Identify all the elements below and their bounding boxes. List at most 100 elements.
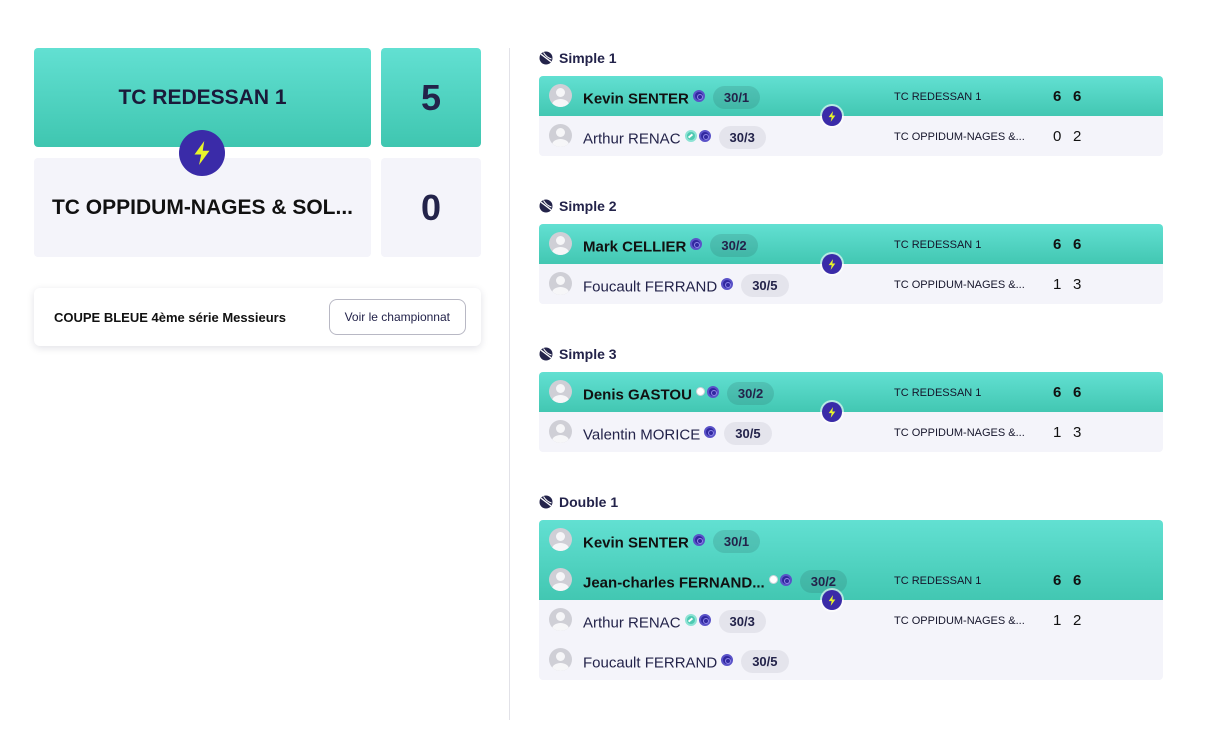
club-name: TC OPPIDUM-NAGES &... xyxy=(894,131,1025,143)
lightning-bolt-icon xyxy=(179,130,225,176)
player-name[interactable]: Arthur RENAC 30/3 xyxy=(583,126,766,151)
set-score: 6 xyxy=(1073,384,1082,401)
set-score: 6 xyxy=(1053,384,1062,401)
lightning-bolt-icon xyxy=(822,402,842,422)
club-name: TC REDESSAN 1 xyxy=(894,91,982,103)
column-divider xyxy=(509,48,510,720)
player-row[interactable]: Foucault FERRAND 30/5 xyxy=(539,640,1163,680)
user-avatar-icon xyxy=(549,420,572,443)
match-title: Double 1 xyxy=(539,492,1163,512)
player-rank-pill: 30/3 xyxy=(718,610,766,633)
player-name[interactable]: Foucault FERRAND 30/5 xyxy=(583,274,789,299)
ranking-badge-icon xyxy=(690,237,703,250)
match-title-text: Double 1 xyxy=(559,494,619,510)
match-title: Simple 1 xyxy=(539,48,1163,68)
player-row[interactable]: Kevin SENTER 30/1 xyxy=(539,520,1163,560)
player-name-text: Foucault FERRAND xyxy=(583,654,718,672)
player-rank-pill: 30/2 xyxy=(726,382,775,405)
set-score: 3 xyxy=(1073,424,1082,441)
tennis-ball-icon xyxy=(539,51,553,65)
player-name-text: Foucault FERRAND xyxy=(583,278,718,296)
player-badges xyxy=(692,533,707,546)
player-row[interactable]: Foucault FERRAND 30/5 TC OPPIDUM-NAGES &..… xyxy=(539,264,1163,304)
match-title-text: Simple 2 xyxy=(559,198,617,214)
player-badges xyxy=(721,277,735,290)
user-avatar-icon xyxy=(549,648,572,671)
player-row[interactable]: Jean-charles FERNAND... 30/2 TC REDESSAN 1… xyxy=(539,560,1163,600)
player-row[interactable]: Valentin MORICE 30/5 TC OPPIDUM-NAGES &...… xyxy=(539,412,1163,452)
player-name-text: Jean-charles FERNAND... xyxy=(583,574,765,592)
tennis-ball-icon xyxy=(539,495,553,509)
player-name-text: Arthur RENAC xyxy=(583,614,681,632)
tennis-ball-icon xyxy=(539,347,553,361)
ranking-badge-icon xyxy=(721,653,734,666)
player-badges xyxy=(721,653,735,666)
club-name: TC OPPIDUM-NAGES &... xyxy=(894,615,1025,627)
view-championship-button[interactable]: Voir le championnat xyxy=(328,299,466,335)
check-badge-icon xyxy=(684,129,697,142)
set-score: 2 xyxy=(1073,128,1082,145)
player-name[interactable]: Kevin SENTER 30/1 xyxy=(583,530,761,555)
user-avatar-icon xyxy=(549,84,572,107)
set-score: 0 xyxy=(1053,128,1062,145)
club-name: TC REDESSAN 1 xyxy=(894,575,982,587)
ranking-badge-icon xyxy=(721,277,734,290)
ranking-badge-icon xyxy=(692,533,705,546)
user-avatar-icon xyxy=(549,272,572,295)
club-name: TC OPPIDUM-NAGES &... xyxy=(894,279,1025,291)
player-rank-pill: 30/3 xyxy=(718,126,766,149)
player-row[interactable]: Arthur RENAC 30/3 TC OPPIDUM-NAGES &... 1 2 xyxy=(539,600,1163,640)
home-team-score: 5 xyxy=(381,48,481,147)
player-name[interactable]: Arthur RENAC 30/3 xyxy=(583,610,766,635)
player-name[interactable]: Valentin MORICE 30/5 xyxy=(583,422,772,447)
check-badge-icon xyxy=(684,613,697,626)
match-card: Double 1 Kevin SENTER 30/1 Jean-charles FER… xyxy=(539,492,1163,680)
player-name[interactable]: Mark CELLIER 30/2 xyxy=(583,234,758,259)
player-name[interactable]: Denis GASTOU 30/2 xyxy=(583,382,775,407)
player-badges xyxy=(684,129,713,142)
ranking-badge-icon xyxy=(698,129,711,142)
tennis-ball-icon xyxy=(539,199,553,213)
player-name-text: Mark CELLIER xyxy=(583,238,687,256)
user-avatar-icon xyxy=(549,608,572,631)
loser-side: Foucault FERRAND 30/5 TC OPPIDUM-NAGES &..… xyxy=(539,264,1163,304)
ranking-badge-icon xyxy=(779,573,792,586)
player-badges xyxy=(692,89,707,102)
player-name-text: Arthur RENAC xyxy=(583,130,681,148)
player-badges xyxy=(768,573,794,586)
set-score: 6 xyxy=(1053,236,1062,253)
loser-side: Arthur RENAC 30/3 TC OPPIDUM-NAGES &... 0 2 xyxy=(539,116,1163,156)
tennis-ball-badge-icon xyxy=(695,387,705,396)
lightning-bolt-icon xyxy=(822,106,842,126)
loser-side: Valentin MORICE 30/5 TC OPPIDUM-NAGES &...… xyxy=(539,412,1163,452)
match-title: Simple 3 xyxy=(539,344,1163,364)
player-name[interactable]: Kevin SENTER 30/1 xyxy=(583,86,761,111)
club-name: TC REDESSAN 1 xyxy=(894,387,982,399)
set-score: 1 xyxy=(1053,424,1062,441)
player-rank-pill: 30/2 xyxy=(799,570,848,593)
set-score: 6 xyxy=(1053,88,1062,105)
set-score: 2 xyxy=(1073,612,1082,629)
player-row[interactable]: Arthur RENAC 30/3 TC OPPIDUM-NAGES &... 0 2 xyxy=(539,116,1163,156)
player-badges xyxy=(684,613,713,626)
player-badges xyxy=(704,425,718,438)
player-rank-pill: 30/5 xyxy=(741,274,789,297)
set-score: 6 xyxy=(1073,88,1082,105)
player-name[interactable]: Foucault FERRAND 30/5 xyxy=(583,650,789,675)
player-name[interactable]: Jean-charles FERNAND... 30/2 xyxy=(583,570,848,595)
lightning-bolt-icon xyxy=(822,254,842,274)
